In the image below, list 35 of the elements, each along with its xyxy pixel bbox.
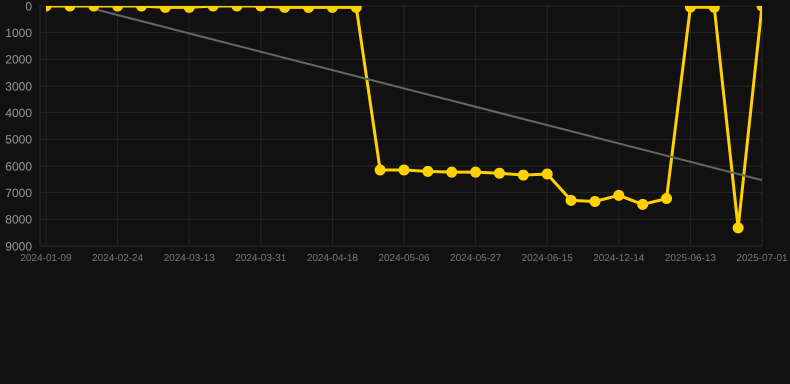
x-tick-label: 2024-06-15	[522, 253, 574, 264]
y-tick-label: 7000	[5, 186, 32, 200]
y-tick-label: 5000	[5, 132, 32, 147]
x-tick-label: 2024-05-06	[378, 253, 430, 264]
x-tick-label: 2024-03-13	[164, 253, 216, 264]
y-tick-label: 3000	[5, 79, 32, 94]
x-tick-label: 2025-07-01	[736, 253, 788, 264]
x-tick-label: 2024-04-18	[306, 253, 358, 264]
y-tick-label: 6000	[5, 159, 32, 174]
point	[732, 222, 744, 234]
x-tick-label: 2024-12-14	[593, 253, 645, 264]
x-tick-label: 2024-01-09	[20, 253, 72, 264]
point	[661, 193, 672, 204]
y-tick-label: 9000	[5, 239, 32, 254]
y-tick-label: 4000	[5, 106, 32, 120]
point	[518, 170, 529, 181]
x-tick-label: 2025-06-13	[664, 253, 716, 264]
y-tick-label: 0	[25, 0, 32, 14]
point	[398, 164, 410, 176]
y-tick-label: 1000	[5, 26, 32, 40]
point	[613, 190, 624, 201]
point	[446, 166, 458, 178]
x-tick-label: 2024-05-27	[450, 253, 502, 264]
x-tick-label: 2024-03-31	[235, 253, 287, 264]
x-tick-label: 2024-02-24	[92, 253, 144, 264]
point	[470, 166, 482, 178]
point	[542, 168, 553, 180]
point	[566, 194, 577, 206]
point	[374, 164, 386, 176]
point	[589, 196, 600, 207]
point	[494, 168, 505, 179]
y-tick-label: 8000	[5, 212, 32, 227]
point	[422, 166, 434, 177]
point	[637, 198, 648, 210]
y-tick-label: 2000	[5, 52, 32, 67]
